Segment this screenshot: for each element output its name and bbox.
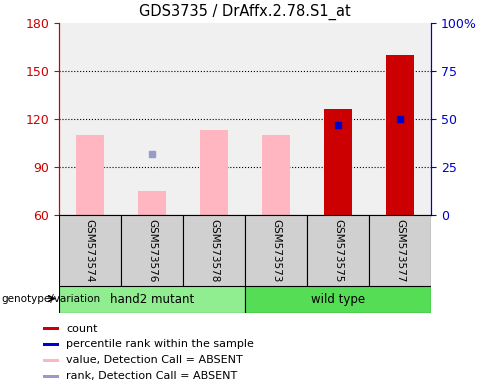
Bar xyxy=(43,327,59,330)
Bar xyxy=(324,109,352,215)
Bar xyxy=(369,215,431,286)
Bar xyxy=(138,191,166,215)
Text: value, Detection Call = ABSENT: value, Detection Call = ABSENT xyxy=(67,355,243,365)
Text: GSM573577: GSM573577 xyxy=(395,219,405,282)
Text: GSM573578: GSM573578 xyxy=(209,219,219,282)
Text: GSM573575: GSM573575 xyxy=(333,219,343,282)
Text: genotype/variation: genotype/variation xyxy=(1,294,100,304)
Text: GSM573576: GSM573576 xyxy=(147,219,157,282)
Bar xyxy=(200,130,228,215)
Text: GSM573574: GSM573574 xyxy=(85,219,95,282)
Bar xyxy=(76,135,104,215)
Bar xyxy=(59,286,245,313)
Bar xyxy=(183,215,245,286)
Bar xyxy=(307,215,369,286)
Bar xyxy=(386,55,414,215)
Bar xyxy=(43,374,59,377)
Bar xyxy=(245,215,307,286)
Text: wild type: wild type xyxy=(311,293,365,306)
Title: GDS3735 / DrAffx.2.78.S1_at: GDS3735 / DrAffx.2.78.S1_at xyxy=(139,4,351,20)
Text: rank, Detection Call = ABSENT: rank, Detection Call = ABSENT xyxy=(67,371,238,381)
Bar xyxy=(43,359,59,362)
Text: hand2 mutant: hand2 mutant xyxy=(110,293,194,306)
Bar xyxy=(121,215,183,286)
Text: percentile rank within the sample: percentile rank within the sample xyxy=(67,339,254,349)
Text: count: count xyxy=(67,324,98,334)
Text: GSM573573: GSM573573 xyxy=(271,219,281,282)
Bar xyxy=(262,135,290,215)
Bar xyxy=(43,343,59,346)
Bar xyxy=(245,286,431,313)
Bar xyxy=(59,215,121,286)
